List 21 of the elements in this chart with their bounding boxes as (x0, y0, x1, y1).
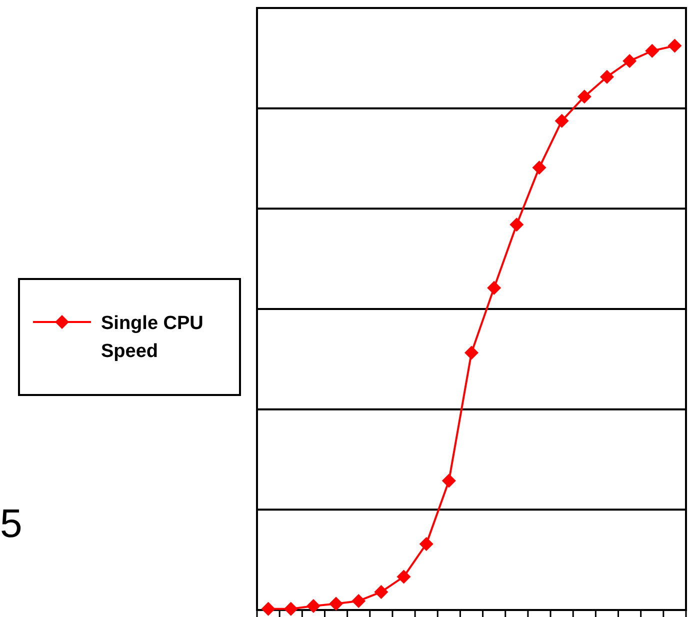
point (329, 596, 344, 611)
point (600, 70, 614, 84)
point (532, 160, 546, 175)
point (261, 602, 276, 616)
point (622, 54, 637, 68)
text: 5 (0, 502, 22, 546)
point (645, 44, 660, 58)
point (464, 346, 478, 360)
point (419, 536, 434, 551)
point (668, 38, 682, 53)
point (306, 599, 320, 614)
point (396, 570, 411, 584)
point (554, 114, 569, 128)
point (487, 280, 502, 295)
legend-label: Single CPU Speed (101, 313, 204, 362)
point (442, 474, 456, 488)
point (352, 594, 366, 608)
point (374, 584, 388, 599)
point (284, 602, 298, 616)
point (510, 218, 524, 232)
point (577, 90, 592, 104)
